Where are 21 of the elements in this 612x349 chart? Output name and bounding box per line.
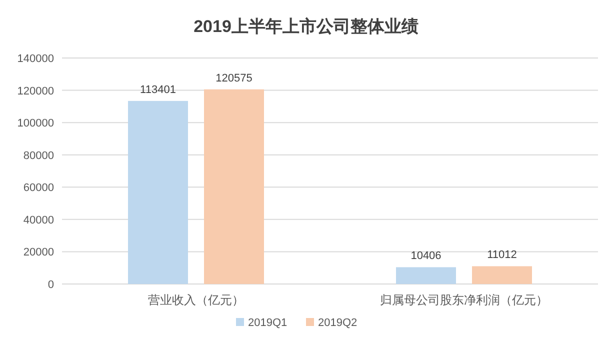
y-tick-label: 60000 bbox=[23, 182, 54, 194]
x-tick-label: 归属母公司股东净利润（亿元） bbox=[380, 293, 548, 307]
y-tick-label: 20000 bbox=[23, 246, 54, 259]
bar bbox=[472, 266, 532, 284]
y-tick-label: 120000 bbox=[17, 85, 54, 98]
y-tick-label: 100000 bbox=[17, 118, 54, 130]
bar bbox=[128, 100, 188, 284]
data-label: 113401 bbox=[140, 84, 176, 96]
bar bbox=[396, 267, 456, 284]
bar bbox=[204, 89, 264, 284]
y-tick-label: 0 bbox=[48, 279, 54, 291]
data-label: 11012 bbox=[487, 249, 517, 262]
data-label: 120575 bbox=[216, 72, 252, 84]
chart-title: 2019上半年上市公司整体业绩 bbox=[194, 17, 418, 36]
x-tick-label: 营业收入（亿元） bbox=[148, 293, 244, 307]
legend-label: 2019Q2 bbox=[318, 317, 358, 329]
y-tick-label: 80000 bbox=[23, 150, 54, 162]
y-tick-label: 40000 bbox=[23, 214, 54, 226]
legend-label: 2019Q1 bbox=[248, 317, 288, 329]
data-label: 10406 bbox=[410, 250, 442, 262]
y-tick-label: 140000 bbox=[17, 53, 54, 65]
